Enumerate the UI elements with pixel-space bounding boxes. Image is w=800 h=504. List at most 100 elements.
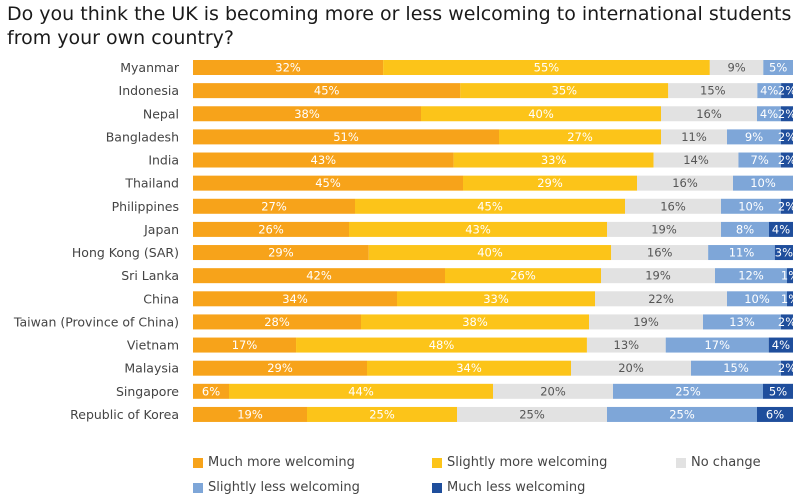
bar-value-label: 29% [267, 361, 293, 375]
bar-segment [193, 268, 445, 284]
bar-value-label: 48% [429, 338, 455, 352]
bar-value-label: 10% [750, 176, 776, 190]
category-label: Bangladesh [106, 129, 179, 144]
bar-value-label: 17% [232, 338, 258, 352]
bar-segment [355, 198, 625, 214]
bar-segment [453, 152, 654, 168]
bar-value-label: 14% [683, 153, 709, 167]
bar-segment [763, 383, 793, 399]
bar-segment [463, 175, 637, 191]
bar-segment [499, 129, 661, 145]
bar-segment [607, 221, 721, 237]
bar-segment [368, 245, 612, 261]
bar-value-label: 40% [477, 246, 503, 260]
category-label: Sri Lanka [121, 268, 179, 283]
bar-area: Myanmar 32% 55% 9% 5%Indonesia 45% 35% 15% 4% 2%N… [13, 60, 799, 422]
bar-segment [613, 383, 763, 399]
bar-segment [727, 129, 781, 145]
bar-segment [738, 152, 781, 168]
bar-value-label: 3% [775, 246, 793, 260]
bar-segment [589, 314, 703, 330]
bar-value-label: 45% [315, 176, 341, 190]
bar-segment [774, 245, 793, 261]
bar-segment [445, 268, 601, 284]
category-label: Malaysia [124, 361, 179, 376]
bar-value-label: 33% [483, 292, 509, 306]
category-label: China [143, 291, 179, 306]
bar-value-label: 10% [744, 292, 770, 306]
bar-segment [721, 221, 769, 237]
bar-value-label: 20% [540, 384, 566, 398]
bar-value-label: 51% [333, 130, 359, 144]
bar-value-label: 45% [314, 84, 340, 98]
bar-value-label: 6% [202, 384, 220, 398]
bar-value-label: 6% [766, 407, 784, 421]
bar-value-label: 15% [700, 84, 726, 98]
bar-value-label: 29% [268, 246, 294, 260]
bar-value-label: 19% [645, 269, 671, 283]
category-label: Myanmar [120, 60, 180, 75]
bar-value-label: 38% [294, 107, 320, 121]
bar-value-label: 20% [618, 361, 644, 375]
bar-segment [691, 360, 781, 376]
bar-value-label: 43% [311, 153, 337, 167]
bar-value-label: 1% [781, 269, 799, 283]
bar-value-label: 2% [778, 130, 796, 144]
bar-segment [595, 291, 727, 307]
bar-value-label: 16% [660, 199, 686, 213]
bar-segment [757, 83, 782, 99]
bar-value-label: 25% [519, 407, 545, 421]
bar-segment [349, 221, 607, 237]
bar-segment [397, 291, 595, 307]
bar-value-label: 35% [552, 84, 578, 98]
bar-segment [193, 245, 369, 261]
category-label: Indonesia [119, 83, 179, 98]
bar-value-label: 33% [541, 153, 567, 167]
bar-segment [611, 245, 709, 261]
bar-segment [781, 198, 793, 214]
bar-segment [193, 106, 421, 122]
bar-segment [787, 268, 793, 284]
bar-value-label: 26% [510, 269, 536, 283]
bar-segment [586, 337, 666, 353]
category-label: Vietnam [127, 338, 179, 353]
bar-segment [193, 314, 361, 330]
bar-segment [460, 83, 669, 99]
bar-value-label: 12% [738, 269, 764, 283]
bar-segment [763, 60, 793, 75]
bar-segment [457, 406, 607, 422]
bar-segment [781, 314, 793, 330]
bar-segment [668, 83, 758, 99]
bar-segment [421, 106, 661, 122]
bar-segment [781, 83, 793, 99]
bar-value-label: 17% [704, 338, 730, 352]
bar-value-label: 8% [736, 222, 754, 236]
bar-segment [787, 291, 793, 307]
bar-value-label: 4% [772, 338, 790, 352]
bar-segment [781, 106, 793, 122]
bar-value-label: 25% [669, 407, 695, 421]
bar-value-label: 2% [778, 153, 796, 167]
bar-value-label: 16% [672, 176, 698, 190]
bar-segment [661, 129, 727, 145]
bar-value-label: 7% [751, 153, 769, 167]
bar-segment [637, 175, 733, 191]
chart-title: Do you think the UK is becoming more or … [7, 3, 792, 49]
bar-value-label: 26% [258, 222, 284, 236]
bar-value-label: 16% [696, 107, 722, 121]
bar-value-label: 40% [528, 107, 554, 121]
category-label: Philippines [112, 199, 179, 214]
category-label: Taiwan (Province of China) [13, 314, 179, 329]
bar-segment [708, 245, 775, 261]
bar-segment [757, 406, 793, 422]
bar-value-label: 11% [729, 246, 755, 260]
bar-segment [193, 60, 384, 75]
bar-segment [653, 152, 739, 168]
bar-segment [193, 406, 307, 422]
bar-segment [781, 129, 793, 145]
bar-value-label: 2% [778, 107, 796, 121]
bar-value-label: 44% [348, 384, 374, 398]
bar-value-label: 5% [769, 384, 787, 398]
bar-value-label: 27% [567, 130, 593, 144]
